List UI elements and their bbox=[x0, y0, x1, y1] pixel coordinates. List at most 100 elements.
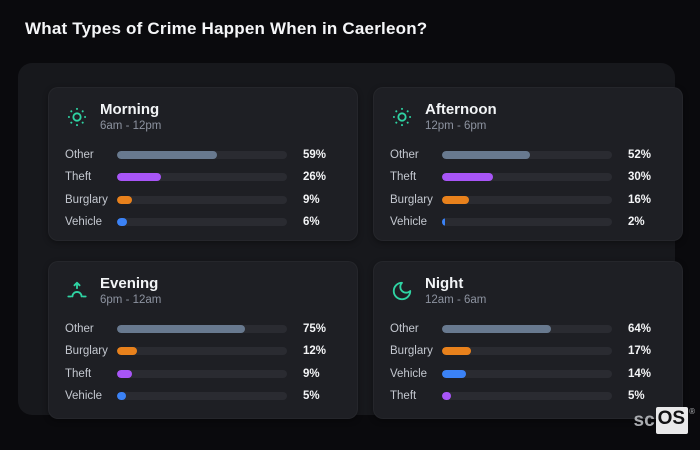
bar-fill bbox=[442, 347, 471, 356]
bar-row: Other 52% bbox=[390, 148, 666, 161]
bar-fill bbox=[117, 173, 162, 182]
bar-list: Other 59% Theft 26% Burglary 9% Vehicle … bbox=[65, 148, 341, 229]
card-title: Evening bbox=[100, 275, 159, 292]
bar-fill bbox=[442, 195, 470, 204]
bar-label: Burglary bbox=[390, 193, 433, 206]
bar-fill bbox=[442, 392, 451, 401]
bar-value: 16% bbox=[628, 193, 652, 206]
card-morning: Morning 6am - 12pm Other 59% Theft 26% B… bbox=[48, 87, 358, 241]
bar-value: 12% bbox=[303, 345, 327, 358]
bar-track bbox=[442, 347, 612, 356]
bar-fill bbox=[117, 150, 218, 159]
bar-fill bbox=[117, 195, 133, 204]
bar-label: Theft bbox=[390, 171, 417, 184]
card-header: Night 12am - 6am bbox=[390, 275, 666, 306]
bar-track bbox=[117, 218, 287, 227]
bar-value: 5% bbox=[303, 390, 320, 403]
bar-fill bbox=[442, 173, 493, 182]
bar-track bbox=[442, 218, 612, 227]
bar-value: 64% bbox=[628, 322, 652, 335]
card-subtitle: 12am - 6am bbox=[425, 294, 487, 307]
sun-icon bbox=[65, 105, 89, 129]
bar-value: 14% bbox=[628, 367, 652, 380]
card-title: Night bbox=[425, 275, 464, 292]
bar-list: Other 75% Burglary 12% Theft 9% Vehicle … bbox=[65, 322, 341, 403]
card-title: Afternoon bbox=[425, 101, 497, 118]
bar-fill bbox=[117, 347, 138, 356]
bar-row: Theft 5% bbox=[390, 390, 666, 403]
bar-value: 9% bbox=[303, 367, 320, 380]
bar-label: Theft bbox=[390, 390, 417, 403]
card-title: Morning bbox=[100, 101, 160, 118]
bar-track bbox=[442, 324, 612, 333]
bar-label: Vehicle bbox=[390, 367, 428, 380]
bar-fill bbox=[442, 324, 551, 333]
bar-row: Burglary 9% bbox=[65, 193, 341, 206]
card-night: Night 12am - 6am Other 64% Burglary 17% … bbox=[373, 261, 683, 419]
bar-label: Burglary bbox=[65, 193, 108, 206]
bar-value: 9% bbox=[303, 193, 320, 206]
card-header: Morning 6am - 12pm bbox=[65, 101, 341, 132]
bar-label: Other bbox=[390, 322, 419, 335]
bar-label: Vehicle bbox=[65, 390, 103, 403]
bar-fill bbox=[117, 392, 126, 401]
moon-icon bbox=[390, 279, 414, 303]
bar-value: 30% bbox=[628, 171, 652, 184]
bar-track bbox=[117, 347, 287, 356]
bar-row: Vehicle 2% bbox=[390, 216, 666, 229]
bar-row: Burglary 16% bbox=[390, 193, 666, 206]
bar-track bbox=[442, 195, 612, 204]
sun-icon bbox=[390, 105, 414, 129]
bar-label: Vehicle bbox=[65, 216, 103, 229]
bar-fill bbox=[117, 218, 128, 227]
bar-row: Theft 30% bbox=[390, 171, 666, 184]
bar-track bbox=[117, 173, 287, 182]
bar-fill bbox=[442, 218, 446, 227]
bar-row: Other 59% bbox=[65, 148, 341, 161]
bar-row: Vehicle 6% bbox=[65, 216, 341, 229]
bar-value: 17% bbox=[628, 345, 652, 358]
bar-fill bbox=[442, 369, 466, 378]
bar-label: Vehicle bbox=[390, 216, 428, 229]
registered-mark: ® bbox=[689, 407, 695, 416]
card-evening: Evening 6pm - 12am Other 75% Burglary 12… bbox=[48, 261, 358, 419]
bar-track bbox=[117, 392, 287, 401]
bar-list: Other 52% Theft 30% Burglary 16% Vehicle… bbox=[390, 148, 666, 229]
bar-row: Other 75% bbox=[65, 322, 341, 335]
card-subtitle: 6am - 12pm bbox=[100, 120, 162, 133]
bar-label: Other bbox=[390, 148, 419, 161]
bar-label: Theft bbox=[65, 367, 92, 380]
bar-fill bbox=[117, 369, 133, 378]
bar-label: Burglary bbox=[65, 345, 108, 358]
bar-value: 59% bbox=[303, 148, 327, 161]
card-afternoon: Afternoon 12pm - 6pm Other 52% Theft 30%… bbox=[373, 87, 683, 241]
bar-fill bbox=[442, 150, 531, 159]
bar-value: 2% bbox=[628, 216, 645, 229]
bar-fill bbox=[117, 324, 245, 333]
bar-track bbox=[117, 195, 287, 204]
bar-track bbox=[117, 324, 287, 333]
bar-row: Vehicle 14% bbox=[390, 367, 666, 380]
bar-value: 5% bbox=[628, 390, 645, 403]
bar-row: Theft 9% bbox=[65, 367, 341, 380]
bar-row: Theft 26% bbox=[65, 171, 341, 184]
brand-prefix: sc bbox=[633, 410, 655, 431]
cards-grid: Morning 6am - 12pm Other 59% Theft 26% B… bbox=[48, 87, 683, 419]
bar-label: Burglary bbox=[390, 345, 433, 358]
bar-value: 75% bbox=[303, 322, 327, 335]
sunset-icon bbox=[65, 279, 89, 303]
bar-list: Other 64% Burglary 17% Vehicle 14% Theft… bbox=[390, 322, 666, 403]
scos-logo: sc OS ® bbox=[633, 407, 695, 434]
bar-track bbox=[117, 150, 287, 159]
bar-value: 26% bbox=[303, 171, 327, 184]
bar-row: Burglary 12% bbox=[65, 345, 341, 358]
bar-label: Other bbox=[65, 322, 94, 335]
bar-label: Theft bbox=[65, 171, 92, 184]
brand-suffix: OS bbox=[655, 407, 689, 434]
bar-value: 6% bbox=[303, 216, 320, 229]
bar-value: 52% bbox=[628, 148, 652, 161]
bar-row: Other 64% bbox=[390, 322, 666, 335]
bar-track bbox=[442, 369, 612, 378]
page-title: What Types of Crime Happen When in Caerl… bbox=[25, 19, 428, 38]
bar-row: Burglary 17% bbox=[390, 345, 666, 358]
